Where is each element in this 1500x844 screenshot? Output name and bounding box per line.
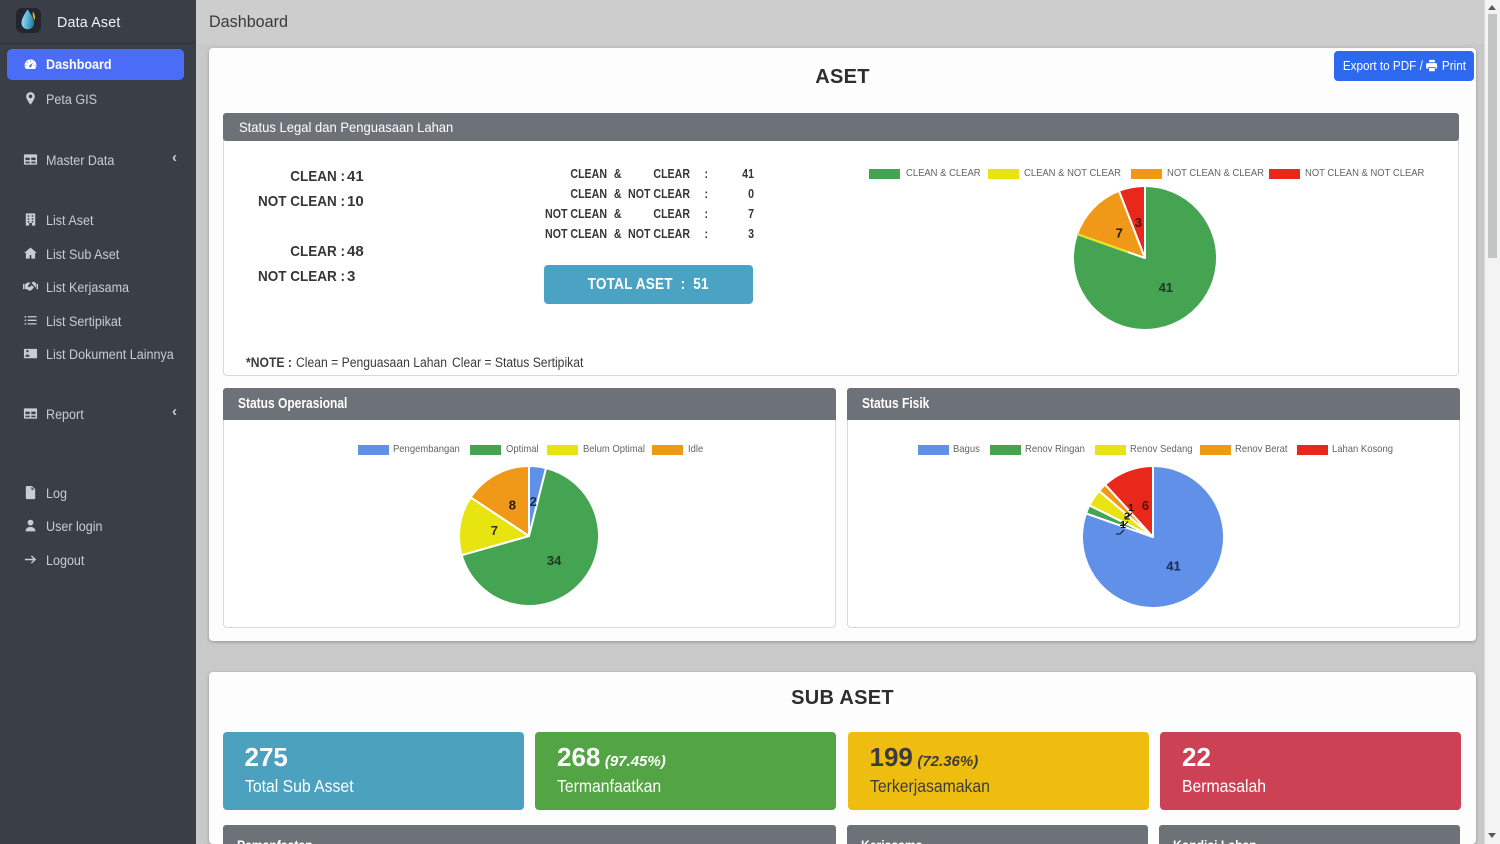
svg-text:41: 41 (1166, 559, 1180, 574)
svg-text:8: 8 (509, 498, 516, 513)
svg-text:41: 41 (1159, 280, 1173, 295)
svg-text:34: 34 (547, 553, 562, 568)
svg-text:1: 1 (1128, 502, 1134, 514)
svg-text:7: 7 (491, 523, 498, 538)
svg-text:3: 3 (1135, 215, 1142, 230)
svg-text:2: 2 (1124, 511, 1130, 523)
svg-text:6: 6 (1142, 498, 1149, 513)
svg-text:1: 1 (1120, 519, 1126, 531)
svg-text:2: 2 (530, 494, 537, 509)
svg-text:7: 7 (1116, 225, 1123, 240)
